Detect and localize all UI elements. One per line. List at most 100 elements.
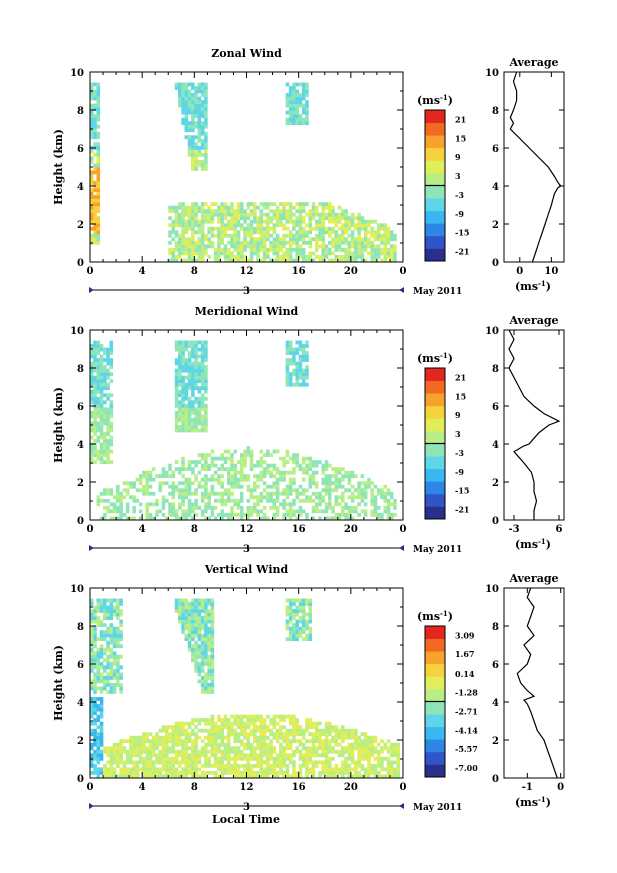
heatmap-cell bbox=[194, 202, 198, 207]
heatmap bbox=[90, 82, 397, 263]
heatmap-cell bbox=[386, 505, 391, 510]
heatmap-cell bbox=[200, 633, 205, 638]
heatmap-cell bbox=[96, 375, 101, 380]
heatmap-cell bbox=[90, 93, 94, 97]
heatmap-cell bbox=[341, 477, 345, 482]
heatmap-cell bbox=[328, 774, 332, 779]
heatmap-cell bbox=[187, 637, 192, 642]
heatmap-cell bbox=[194, 658, 198, 663]
heatmap-cell bbox=[259, 742, 264, 747]
heatmap-cell bbox=[181, 365, 185, 370]
heatmap-cell bbox=[328, 477, 332, 482]
heatmap-cell bbox=[279, 718, 283, 723]
heatmap-cell bbox=[187, 110, 192, 115]
heatmap-cell bbox=[305, 637, 309, 642]
heatmap-cell bbox=[90, 658, 94, 663]
heatmap-cell bbox=[204, 672, 208, 677]
heatmap-cell bbox=[279, 491, 283, 496]
heatmap-cell bbox=[288, 219, 293, 224]
heatmap-cell bbox=[383, 258, 387, 263]
heatmap-cell bbox=[256, 463, 260, 468]
heatmap-cell bbox=[90, 205, 94, 210]
heatmap-cell bbox=[99, 365, 104, 370]
heatmap-cell bbox=[204, 237, 208, 242]
heatmap-cell bbox=[285, 82, 290, 87]
heatmap-cell bbox=[243, 753, 247, 758]
heatmap-cell bbox=[285, 233, 290, 238]
heatmap-cell bbox=[106, 616, 110, 620]
heatmap-cell bbox=[99, 672, 104, 677]
heatmap-cell bbox=[142, 732, 146, 737]
heatmap-cell bbox=[174, 86, 179, 90]
heatmap-cell bbox=[308, 612, 313, 617]
heatmap-cell bbox=[210, 651, 215, 656]
heatmap-cell bbox=[334, 474, 339, 479]
heatmap-cell bbox=[187, 340, 192, 345]
heatmap-cell bbox=[119, 505, 123, 510]
heatmap-cell bbox=[308, 240, 313, 245]
heatmap-cell bbox=[93, 107, 97, 112]
heatmap-cell bbox=[266, 770, 270, 775]
heatmap-cell bbox=[295, 488, 299, 493]
heatmap-cell bbox=[334, 498, 339, 503]
heatmap-cell bbox=[197, 637, 202, 642]
heatmap-cell bbox=[151, 770, 156, 775]
heatmap-cell bbox=[305, 470, 309, 475]
heatmap-cell bbox=[210, 244, 215, 249]
heatmap-cell bbox=[187, 756, 192, 761]
heatmap-cell bbox=[187, 96, 192, 101]
heatmap-cell bbox=[103, 491, 107, 496]
heatmap-cell bbox=[93, 142, 97, 147]
heatmap-cell bbox=[197, 753, 202, 758]
heatmap-cell bbox=[220, 749, 224, 754]
heatmap-cell bbox=[226, 763, 231, 768]
heatmap-cell bbox=[181, 89, 185, 94]
heatmap-cell bbox=[191, 372, 195, 377]
heatmap-cell bbox=[145, 763, 149, 768]
heatmap-cell bbox=[311, 470, 316, 475]
heatmap-cell bbox=[233, 718, 238, 723]
heatmap-cell bbox=[360, 749, 365, 754]
heatmap-cell bbox=[259, 739, 264, 744]
heatmap-cell bbox=[230, 509, 234, 514]
heatmap-cell bbox=[386, 516, 391, 521]
heatmap-cell bbox=[347, 512, 352, 517]
heatmap-cell bbox=[213, 746, 218, 751]
heatmap-cell bbox=[181, 251, 185, 256]
heatmap-cell bbox=[90, 103, 94, 108]
colorbar-segment bbox=[425, 405, 445, 419]
heatmap-cell bbox=[204, 753, 208, 758]
heatmap-cell bbox=[210, 658, 215, 663]
heatmap-cell bbox=[360, 742, 365, 747]
heatmap-cell bbox=[253, 714, 257, 719]
heatmap-cell bbox=[230, 467, 234, 472]
heatmap-cell bbox=[96, 637, 101, 642]
heatmap-cell bbox=[90, 110, 94, 115]
heatmap-cell bbox=[334, 742, 339, 747]
heatmap-cell bbox=[298, 219, 303, 224]
heatmap-cell bbox=[279, 477, 283, 482]
heatmap-cell bbox=[386, 509, 391, 514]
heatmap-cell bbox=[90, 124, 94, 129]
heatmap-cell bbox=[191, 254, 195, 259]
heatmap-cell bbox=[197, 145, 202, 150]
heatmap-cell bbox=[396, 746, 401, 751]
heatmap-cell bbox=[119, 644, 123, 649]
heatmap-cell bbox=[314, 749, 319, 754]
heatmap-cell bbox=[347, 735, 352, 740]
heatmap-cell bbox=[90, 453, 94, 457]
heatmap-cell bbox=[210, 721, 215, 726]
heatmap-cell bbox=[96, 714, 101, 719]
heatmap-cell bbox=[174, 728, 179, 733]
heatmap-cell bbox=[191, 240, 195, 245]
heatmap-cell bbox=[132, 774, 136, 779]
heatmap-cell bbox=[328, 742, 332, 747]
heatmap-cell bbox=[187, 135, 192, 140]
heatmap-cell bbox=[148, 502, 153, 507]
heatmap-cell bbox=[249, 233, 254, 238]
heatmap-cell bbox=[230, 233, 234, 238]
heatmap-cell bbox=[223, 498, 228, 503]
heatmap-cell bbox=[308, 212, 313, 217]
heatmap-cell bbox=[200, 616, 205, 620]
heatmap-cell bbox=[109, 358, 114, 362]
